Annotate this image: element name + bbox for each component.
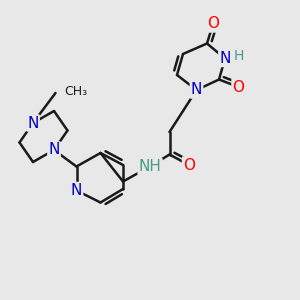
Text: O: O bbox=[183, 158, 195, 172]
Text: NH: NH bbox=[139, 159, 161, 174]
Text: N: N bbox=[219, 51, 231, 66]
Text: N: N bbox=[27, 116, 39, 130]
Text: H: H bbox=[233, 49, 244, 62]
Text: N: N bbox=[48, 142, 60, 158]
Text: N: N bbox=[71, 183, 82, 198]
Text: O: O bbox=[232, 80, 244, 94]
Text: O: O bbox=[207, 16, 219, 32]
Text: CH₃: CH₃ bbox=[64, 85, 88, 98]
Text: N: N bbox=[191, 82, 202, 98]
